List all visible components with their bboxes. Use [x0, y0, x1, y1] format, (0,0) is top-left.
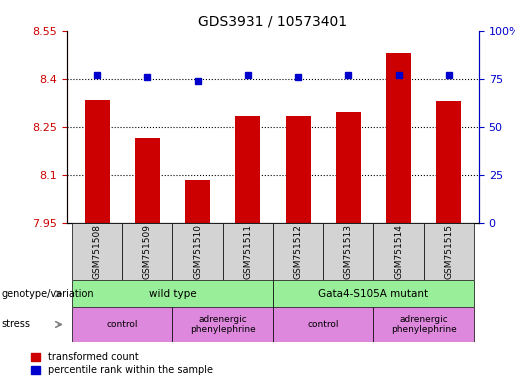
- Text: GSM751512: GSM751512: [294, 224, 303, 279]
- Bar: [424, 223, 474, 280]
- Bar: [436, 101, 461, 223]
- Text: GSM751515: GSM751515: [444, 224, 453, 279]
- Bar: [285, 116, 311, 223]
- Bar: [72, 280, 273, 307]
- Bar: [72, 307, 173, 342]
- Bar: [323, 223, 373, 280]
- Bar: [235, 116, 261, 223]
- Text: genotype/variation: genotype/variation: [2, 289, 94, 299]
- Bar: [84, 99, 110, 223]
- Bar: [273, 307, 373, 342]
- Bar: [173, 223, 222, 280]
- Text: Gata4-S105A mutant: Gata4-S105A mutant: [318, 289, 428, 299]
- Text: GSM751510: GSM751510: [193, 224, 202, 279]
- Bar: [122, 223, 173, 280]
- Text: GSM751514: GSM751514: [394, 224, 403, 279]
- Bar: [135, 138, 160, 223]
- Bar: [222, 223, 273, 280]
- Bar: [373, 307, 474, 342]
- Bar: [273, 280, 474, 307]
- Text: GSM751508: GSM751508: [93, 224, 101, 279]
- Text: GSM751513: GSM751513: [344, 224, 353, 279]
- Bar: [173, 307, 273, 342]
- Legend: transformed count, percentile rank within the sample: transformed count, percentile rank withi…: [30, 353, 213, 375]
- Bar: [273, 223, 323, 280]
- Bar: [72, 223, 122, 280]
- Text: control: control: [107, 320, 138, 329]
- Title: GDS3931 / 10573401: GDS3931 / 10573401: [198, 14, 348, 28]
- Bar: [373, 223, 424, 280]
- Text: control: control: [307, 320, 339, 329]
- Text: stress: stress: [2, 319, 30, 329]
- Text: adrenergic
phenylephrine: adrenergic phenylephrine: [190, 315, 255, 334]
- Bar: [386, 53, 411, 223]
- Text: adrenergic
phenylephrine: adrenergic phenylephrine: [391, 315, 457, 334]
- Bar: [185, 180, 210, 223]
- Text: wild type: wild type: [149, 289, 196, 299]
- Text: GSM751511: GSM751511: [243, 224, 252, 279]
- Text: GSM751509: GSM751509: [143, 224, 152, 279]
- Bar: [336, 113, 361, 223]
